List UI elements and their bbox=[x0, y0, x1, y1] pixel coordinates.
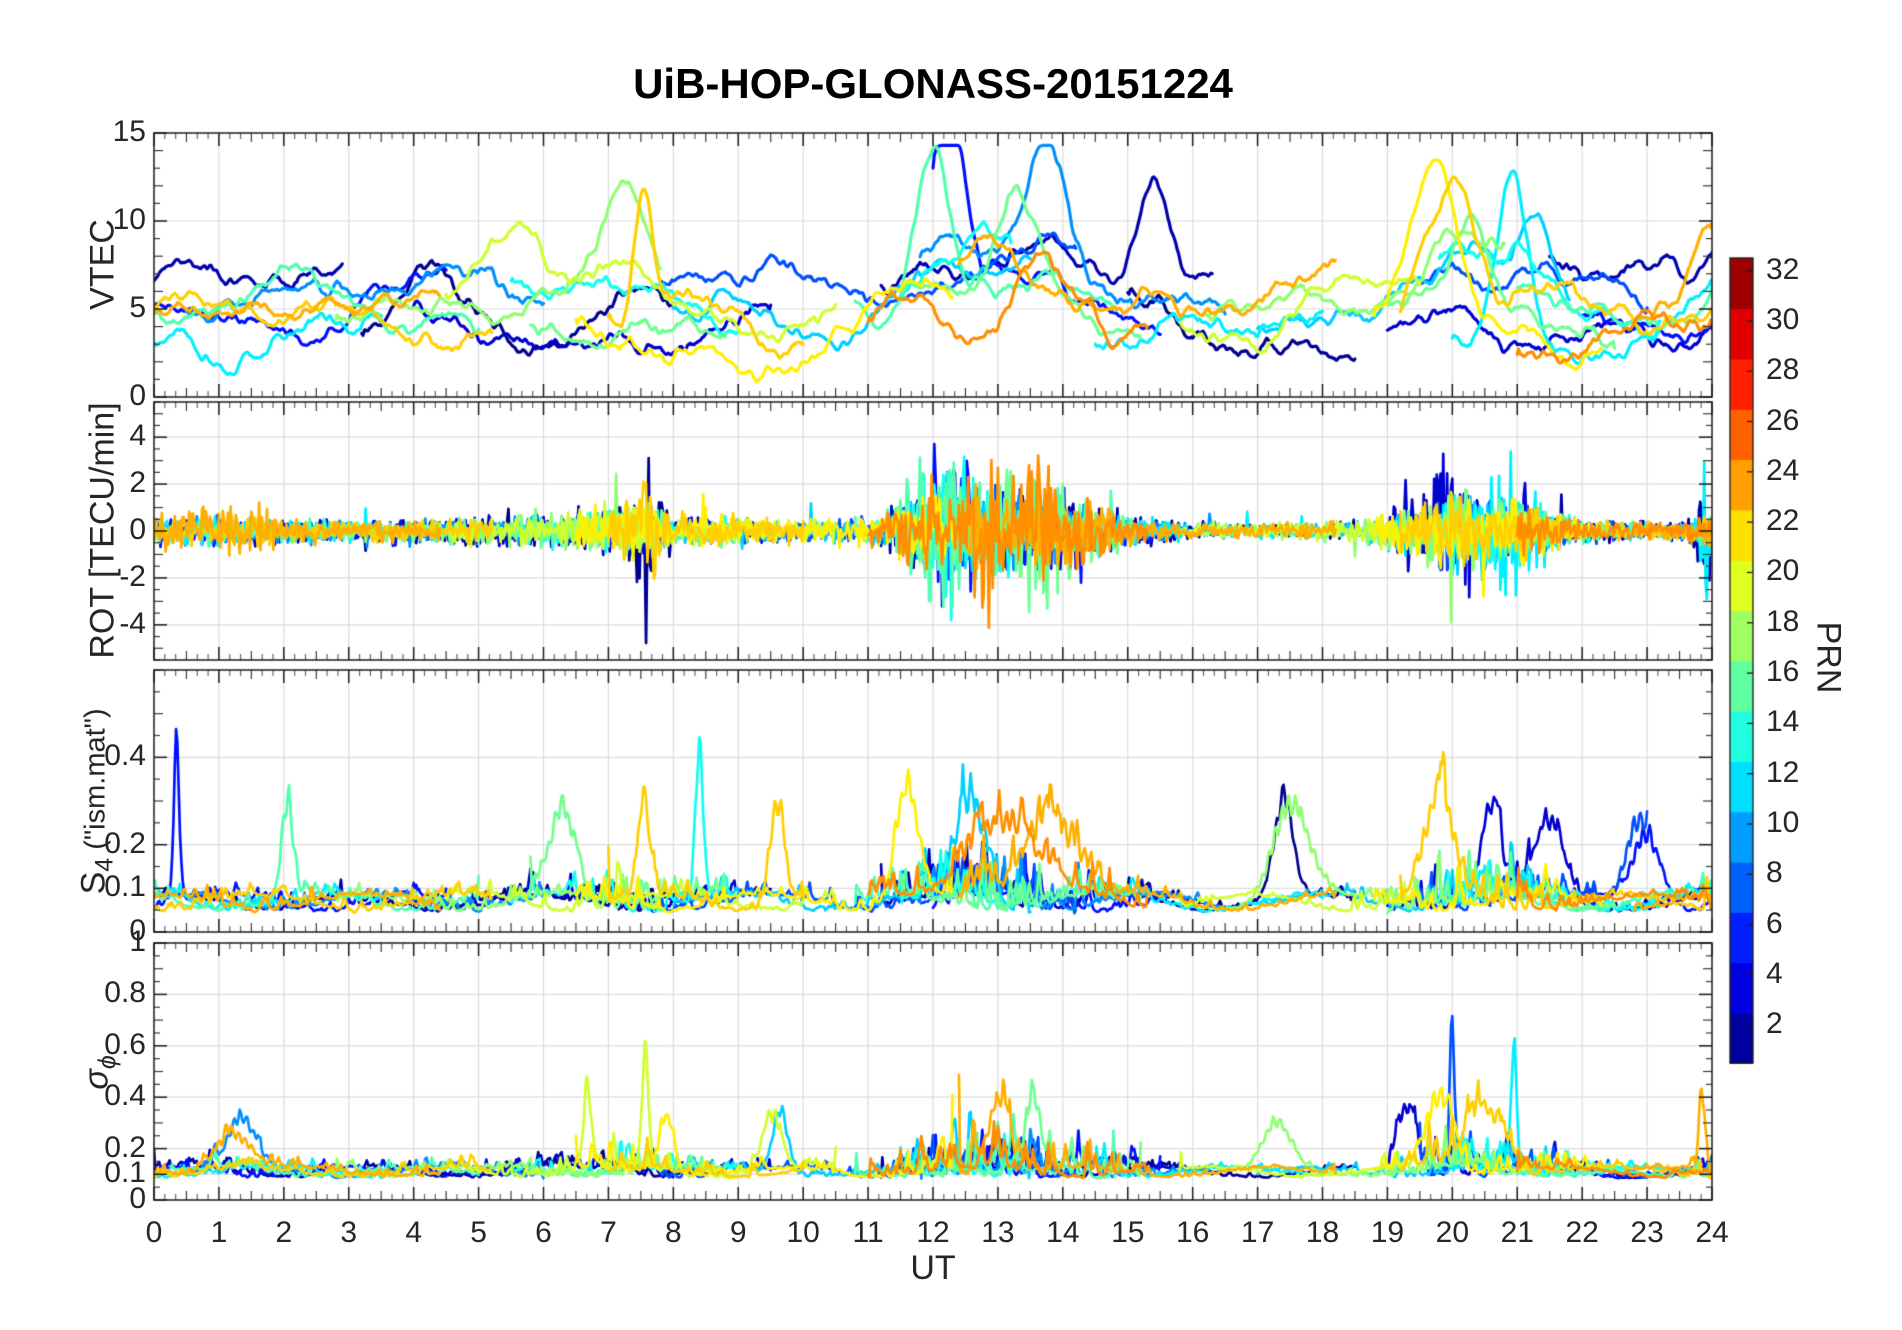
x-tick-label: 12 bbox=[916, 1216, 950, 1249]
x-tick-label: 9 bbox=[729, 1216, 747, 1249]
colorbar-tick-label: 2 bbox=[1766, 1007, 1783, 1041]
x-tick-label: 18 bbox=[1305, 1216, 1340, 1249]
y-tick-label: 0 bbox=[129, 379, 146, 412]
y-tick-label: 5 bbox=[129, 291, 146, 324]
x-tick-label: 5 bbox=[470, 1216, 487, 1249]
x-tick-label: 20 bbox=[1435, 1216, 1470, 1249]
colorbar-tick-label: 14 bbox=[1766, 705, 1800, 739]
colorbar-tick-label: 16 bbox=[1766, 655, 1800, 689]
chart-title: UiB-HOP-GLONASS-20151224 bbox=[633, 60, 1233, 107]
y-tick-label: 15 bbox=[112, 115, 146, 148]
x-tick-label: 19 bbox=[1370, 1216, 1405, 1249]
xlabel-ut: UT bbox=[910, 1249, 956, 1287]
y-tick-label: 0.6 bbox=[104, 1027, 146, 1061]
colorbar-tick-label: 10 bbox=[1766, 806, 1800, 840]
x-tick-label: 11 bbox=[852, 1216, 884, 1249]
x-tick-label: 23 bbox=[1630, 1216, 1664, 1249]
y-tick-label: 0.2 bbox=[104, 826, 146, 860]
y-tick-label: -2 bbox=[119, 559, 146, 593]
x-tick-label: 8 bbox=[664, 1216, 682, 1249]
y-tick-label: 0.8 bbox=[104, 976, 146, 1010]
y-tick-label: 0 bbox=[129, 513, 146, 546]
y-tick-label: 0.2 bbox=[104, 1130, 146, 1164]
colorbar-tick-label: 12 bbox=[1766, 755, 1800, 789]
y-tick-label: 0.4 bbox=[104, 1079, 146, 1113]
x-tick-label: 17 bbox=[1240, 1216, 1275, 1249]
y-tick-label: 0 bbox=[129, 1182, 146, 1215]
y-tick-label: 1 bbox=[129, 925, 146, 958]
x-tick-label: 15 bbox=[1111, 1216, 1145, 1249]
y-tick-label: 0 bbox=[129, 914, 146, 947]
y-tick-label: 0.1 bbox=[104, 1156, 146, 1190]
colorbar-tick-label: 22 bbox=[1766, 504, 1800, 538]
colorbar-tick-label: 26 bbox=[1766, 403, 1800, 437]
colorbar-tick-label: 4 bbox=[1766, 956, 1783, 990]
x-tick-label: 6 bbox=[535, 1216, 552, 1249]
colorbar-tick-label: 30 bbox=[1766, 302, 1800, 336]
x-tick-label: 7 bbox=[600, 1216, 617, 1249]
colorbar-tick-label: 8 bbox=[1766, 856, 1783, 890]
x-tick-label: 24 bbox=[1695, 1216, 1729, 1249]
x-tick-label: 14 bbox=[1046, 1216, 1080, 1249]
x-tick-label: 22 bbox=[1565, 1216, 1599, 1249]
colorbar-tick-label: 28 bbox=[1766, 353, 1800, 387]
x-tick-label: 16 bbox=[1175, 1216, 1210, 1249]
x-tick-label: 1 bbox=[210, 1216, 228, 1249]
colorbar-tick-label: 6 bbox=[1766, 906, 1783, 940]
x-tick-label: 4 bbox=[405, 1216, 422, 1249]
y-tick-label: 10 bbox=[112, 203, 146, 236]
x-tick-label: 21 bbox=[1500, 1216, 1534, 1249]
y-tick-label: 0.4 bbox=[104, 739, 146, 773]
x-tick-label: 10 bbox=[786, 1216, 820, 1249]
y-tick-label: -4 bbox=[119, 606, 146, 640]
colorbar-tick-label: 32 bbox=[1766, 252, 1800, 286]
y-tick-label: 2 bbox=[129, 466, 146, 500]
x-tick-label: 13 bbox=[981, 1216, 1015, 1249]
y-tick-label: 0.1 bbox=[104, 870, 146, 904]
colorbar-tick-label: 20 bbox=[1766, 554, 1800, 588]
y-tick-label: 4 bbox=[129, 419, 146, 453]
x-tick-label: 3 bbox=[340, 1216, 358, 1249]
colorbar-tick-label: 18 bbox=[1766, 604, 1800, 638]
x-tick-label: 2 bbox=[275, 1216, 293, 1249]
colorbar-tick-label: 24 bbox=[1766, 453, 1800, 487]
x-tick-label: 0 bbox=[145, 1216, 163, 1249]
